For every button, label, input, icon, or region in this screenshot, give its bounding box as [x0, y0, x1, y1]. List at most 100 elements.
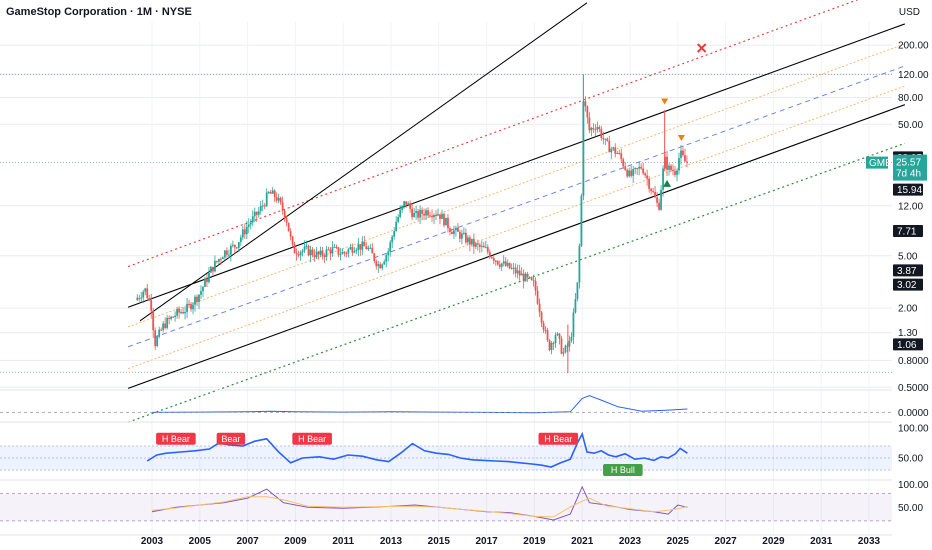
- y-tick-label: 0.8000: [898, 356, 929, 367]
- channel-lower: [127, 104, 906, 389]
- candle-body: [393, 231, 396, 237]
- candle-body: [466, 237, 469, 243]
- divergence-label: Bear: [221, 434, 240, 444]
- candle-body: [321, 250, 324, 256]
- candle-body: [592, 127, 595, 130]
- level-tag-bg: [893, 225, 923, 238]
- candle-body: [249, 222, 252, 225]
- candle-body: [684, 155, 686, 162]
- candle-body: [365, 246, 368, 250]
- candle-body: [652, 191, 655, 193]
- candle-body: [538, 303, 541, 313]
- candle-body: [472, 238, 475, 247]
- candle-body: [255, 211, 258, 215]
- candle-body: [514, 267, 517, 274]
- x-tick-label: 2017: [475, 536, 498, 547]
- candle-body: [419, 209, 421, 218]
- candle-body: [317, 251, 320, 255]
- candle-body: [638, 166, 641, 169]
- candle-body: [459, 231, 461, 239]
- candle-body: [546, 330, 549, 340]
- candle-body: [251, 216, 254, 223]
- x-tick-label: 2031: [810, 536, 833, 547]
- channel-quarter-low: [127, 85, 906, 369]
- candle-body: [397, 217, 400, 222]
- candle-body: [554, 335, 557, 344]
- candle-body: [526, 273, 529, 278]
- candle-body: [389, 242, 392, 252]
- candle-body: [289, 231, 292, 237]
- candle-body: [620, 153, 623, 160]
- candle-body: [602, 137, 605, 140]
- candle-body: [433, 215, 435, 218]
- candle-body: [516, 270, 519, 274]
- y-tick-label: 5.00: [898, 251, 918, 262]
- candle-body: [532, 279, 535, 281]
- candle-body: [247, 224, 250, 227]
- candle-body: [614, 147, 617, 154]
- candle-body: [136, 297, 139, 301]
- y-tick-label: 50.00: [898, 120, 923, 131]
- candle-body: [484, 247, 487, 249]
- target-x-marker: [696, 43, 707, 53]
- candle-body: [401, 205, 404, 210]
- price-tag-bg: [893, 154, 927, 181]
- candle-body: [586, 106, 589, 118]
- level-tag-bg: [893, 264, 923, 277]
- candle-body: [375, 261, 378, 267]
- candle-body: [162, 323, 165, 330]
- candle-body: [674, 171, 676, 175]
- candle-body: [552, 342, 555, 344]
- divergence-label-bg: [156, 432, 196, 445]
- candle-body: [164, 323, 167, 328]
- candle-body: [371, 247, 374, 254]
- candle-body: [648, 178, 651, 189]
- candle-body: [194, 296, 196, 305]
- candle-body: [241, 229, 244, 238]
- candle-body: [427, 210, 429, 216]
- candle-body: [359, 244, 362, 250]
- candle-body: [534, 280, 537, 291]
- candle-body: [502, 261, 505, 264]
- candle-body: [642, 168, 645, 174]
- candle-body: [152, 310, 155, 331]
- level-tag-label: 1.06: [897, 340, 917, 351]
- candle-body: [490, 257, 493, 259]
- symbol-tag-label: GME: [869, 158, 892, 169]
- candle-body: [188, 303, 190, 305]
- symbol-tag-bg: [866, 156, 888, 169]
- candle-body: [315, 251, 318, 258]
- candle-body: [237, 242, 240, 248]
- candle-body: [229, 245, 232, 255]
- candle-body: [441, 213, 443, 219]
- x-tick-label: 2021: [571, 536, 594, 547]
- x-tick-label: 2025: [667, 536, 690, 547]
- candle-body: [297, 254, 300, 256]
- candle-body: [263, 205, 266, 207]
- x-tick-label: 2023: [619, 536, 642, 547]
- candle-body: [291, 236, 294, 245]
- candle-body: [644, 173, 647, 176]
- y-tick-label: 12.00: [898, 201, 923, 212]
- candle-body: [468, 237, 471, 245]
- candle-body: [357, 244, 360, 250]
- candle-body: [504, 261, 507, 266]
- candle-body: [636, 167, 639, 169]
- candle-body: [160, 329, 163, 331]
- rsi-tick-label: 100.00: [898, 424, 929, 435]
- candle-body: [560, 338, 563, 354]
- candle-body: [590, 127, 593, 131]
- divergence-label: H Bear: [298, 434, 326, 444]
- candle-body: [387, 251, 390, 256]
- candle-body: [666, 156, 668, 170]
- candle-body: [361, 241, 364, 250]
- candle-body: [482, 245, 485, 248]
- price-tag-value: 25.57: [896, 158, 921, 169]
- candle-body: [293, 244, 296, 254]
- candle-body: [363, 241, 366, 247]
- level-tag-bg: [893, 183, 923, 196]
- candle-body: [425, 210, 427, 216]
- candle-body: [536, 290, 539, 304]
- candle-body: [345, 253, 348, 255]
